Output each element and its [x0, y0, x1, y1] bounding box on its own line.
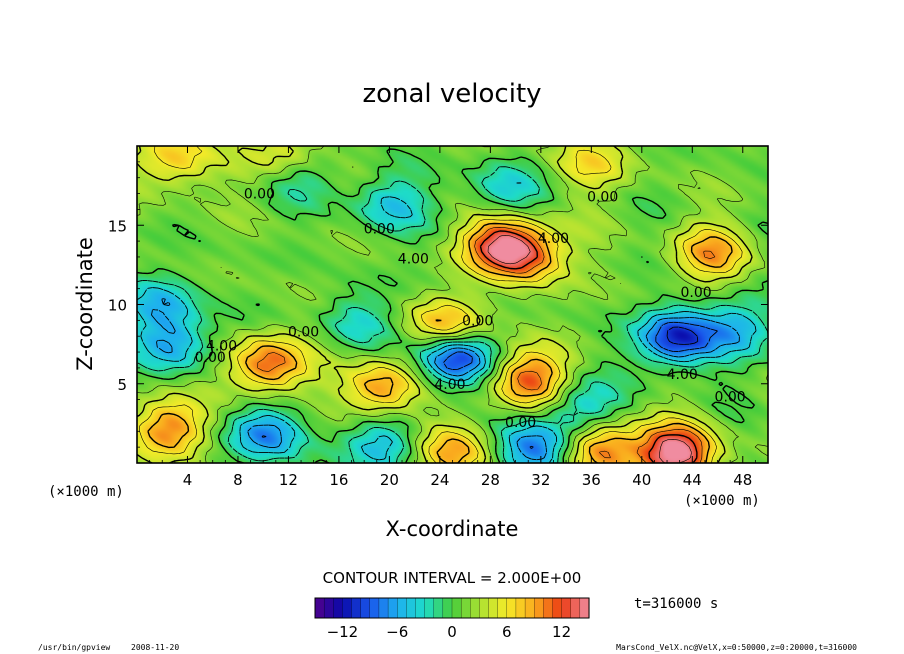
colorbar-cell [470, 597, 480, 619]
colorbar-cell [360, 597, 371, 619]
x-tick-label: 32 [531, 471, 550, 489]
contour-line [137, 182, 757, 463]
x-unit-label-right: (×1000 m) [684, 493, 760, 509]
colorbar-cell [323, 597, 334, 619]
colorbar-cell [524, 597, 535, 619]
contour-label: 0.00 [462, 313, 493, 329]
footer-program: /usr/bin/gpview [38, 643, 110, 652]
contour-label: 0.00 [680, 285, 711, 301]
x-unit-label-left: (×1000 m) [48, 484, 124, 500]
colorbar-cell [442, 597, 453, 619]
colorbar-cell [488, 597, 499, 619]
x-axis-ticks: 4 8 12 16 20 24 28 32 36 40 44 48 [149, 146, 756, 489]
contour-interval-text: CONTOUR INTERVAL = 2.000E+00 [323, 569, 582, 587]
colorbar-cell [378, 597, 389, 619]
colorbar-tick-label: 6 [502, 623, 512, 641]
colorbar-cell [506, 597, 517, 619]
colorbar-cell [579, 597, 590, 619]
y-tick-label: 15 [108, 217, 127, 235]
contour-lines [137, 146, 768, 463]
contour-labels: 0.000.004.004.000.000.000.004.000.000.00… [195, 187, 746, 431]
colorbar-cell [460, 597, 471, 619]
colorbar-cell [369, 597, 380, 619]
colorbar-cell [424, 597, 435, 619]
contour-line [137, 166, 768, 463]
contour-label: 4.00 [667, 367, 698, 383]
colorbar: −12 −6 0 6 12 [314, 597, 590, 641]
contour-label: 0.00 [505, 415, 536, 431]
colorbar-cell [534, 597, 544, 619]
colorbar-ticks: −12 −6 0 6 12 [327, 623, 572, 641]
footer-source: MarsCond_VelX.nc@VelX,x=0:50000,z=0:2000… [616, 643, 857, 652]
velocity-field-image [137, 146, 768, 463]
time-label: t=316000 s [634, 596, 718, 612]
x-tick-label: 12 [279, 471, 298, 489]
y-tick-label: 10 [108, 297, 127, 315]
colorbar-cell [397, 597, 407, 619]
contour-line [151, 298, 740, 461]
colorbar-tick-label: 0 [447, 623, 457, 641]
x-tick-label: 44 [683, 471, 702, 489]
colorbar-cell [543, 597, 554, 619]
plot-area: 0.000.004.004.000.000.000.004.000.000.00… [108, 145, 769, 489]
chart-title: zonal velocity [362, 79, 541, 109]
contour-label: 0.00 [364, 221, 395, 237]
colorbar-cell [433, 597, 444, 619]
colorbar-tick-label: 12 [552, 623, 571, 641]
x-tick-label: 40 [632, 471, 651, 489]
contour-label: 0.00 [715, 389, 746, 405]
colorbar-cell [351, 597, 362, 619]
x-tick-label: 20 [380, 471, 399, 489]
colorbar-cell [497, 597, 508, 619]
contour-label: 4.00 [434, 377, 465, 393]
contour-line [139, 146, 743, 463]
colorbar-cell [561, 597, 572, 619]
contour-label: 4.00 [206, 339, 237, 355]
contour-label: 0.00 [195, 350, 226, 366]
x-tick-label: 24 [430, 471, 449, 489]
x-tick-label: 36 [582, 471, 601, 489]
colorbar-cell [515, 597, 526, 619]
contour-line [137, 146, 768, 463]
colorbar-cell [552, 597, 563, 619]
x-tick-label: 4 [183, 471, 193, 489]
contour-line [487, 235, 692, 463]
x-tick-label: 28 [481, 471, 500, 489]
colorbar-cell [479, 597, 490, 619]
colorbar-cell [387, 597, 398, 619]
colorbar-cell [415, 597, 426, 619]
colorbar-frame [314, 597, 590, 619]
contour-label: 4.00 [538, 231, 569, 247]
colorbar-cell [333, 597, 343, 619]
contour-label: 0.00 [288, 324, 319, 340]
contour-label: 0.00 [587, 190, 618, 206]
x-tick-label: 48 [733, 471, 752, 489]
x-tick-label: 16 [329, 471, 348, 489]
contour-line [261, 321, 718, 449]
y-axis-label: Z-coordinate [73, 237, 97, 371]
x-axis-label: X-coordinate [386, 517, 519, 541]
contour-label: 0.00 [244, 187, 275, 203]
contour-line [666, 326, 699, 345]
colorbar-cell [406, 597, 417, 619]
footer-date: 2008-11-20 [131, 643, 179, 652]
contour-line [147, 222, 733, 463]
colorbar-tick-label: −12 [327, 623, 359, 641]
contour-line [479, 230, 698, 463]
y-axis-ticks: 5 10 15 [108, 161, 768, 448]
colorbar-tick-label: −6 [386, 623, 408, 641]
colorbar-cell [570, 597, 581, 619]
colorbar-cells [314, 597, 590, 619]
colorbar-cell [342, 597, 353, 619]
colorbar-cell [314, 597, 325, 619]
colorbar-cell [451, 597, 462, 619]
contour-line [257, 227, 716, 463]
contour-line [137, 146, 753, 463]
contour-label: 4.00 [398, 252, 429, 268]
y-tick-label: 5 [117, 376, 127, 394]
x-tick-label: 8 [233, 471, 243, 489]
contour-line [137, 148, 768, 463]
